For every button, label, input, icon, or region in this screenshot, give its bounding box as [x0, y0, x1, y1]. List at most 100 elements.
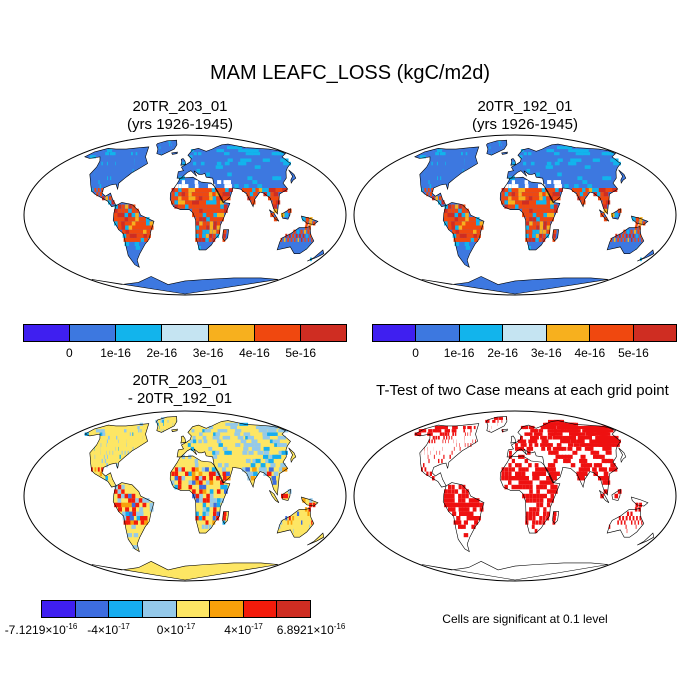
grid-cell [274, 196, 280, 201]
grid-cell [105, 196, 108, 201]
grid-cell [205, 192, 210, 197]
grid-cell [123, 520, 128, 525]
grid-cell [508, 184, 512, 189]
grid-cell [453, 446, 455, 451]
grid-cell [515, 196, 519, 201]
grid-cell [194, 463, 199, 468]
grid-cell [639, 516, 642, 521]
grid-cell [550, 493, 555, 499]
grid-cell [466, 516, 471, 521]
grid-cell [129, 229, 134, 234]
grid-cell [451, 212, 455, 218]
grid-cell [198, 237, 202, 242]
grid-cell [243, 446, 249, 451]
grid-cell [472, 221, 477, 226]
grid-cell [296, 511, 300, 516]
grid-cell [601, 476, 606, 481]
grid-cell [557, 184, 562, 189]
coastline-africa [499, 455, 561, 534]
grid-cell [280, 463, 286, 468]
grid-cell [550, 217, 554, 222]
grid-cell [610, 463, 616, 468]
grid-cell [473, 233, 478, 238]
grid-cell [215, 192, 220, 197]
grid-cell [268, 467, 274, 472]
grid-cell [203, 439, 208, 444]
grid-cell [139, 225, 144, 230]
grid-cell [538, 237, 542, 242]
grid-cell [548, 149, 554, 153]
grid-cell [451, 484, 455, 490]
grid-cell [454, 502, 459, 508]
grid-cell [143, 229, 147, 234]
grid-cell [504, 200, 508, 205]
grid-cell [566, 458, 571, 464]
grid-cell [562, 435, 568, 440]
coastline-sumatra [269, 209, 280, 222]
grid-cell [436, 161, 438, 166]
grid-cell [553, 484, 558, 490]
grid-cell [451, 217, 455, 222]
grid-cell [536, 511, 540, 516]
grid-cell [539, 212, 544, 218]
grid-cell [251, 446, 258, 451]
grid-cell [188, 484, 193, 490]
colorbar-tick-label: 5e-16 [618, 346, 649, 360]
land-iceland [501, 152, 508, 155]
grid-cell [452, 425, 456, 430]
grid-cell [122, 229, 127, 234]
grid-cell [194, 180, 199, 184]
grid-cell [500, 417, 502, 420]
grid-cell [547, 217, 551, 222]
grid-cell [603, 152, 614, 156]
grid-cell [543, 484, 547, 490]
grid-cell [125, 204, 129, 209]
grid-cell [426, 471, 429, 476]
grid-cell [472, 439, 474, 444]
grid-cell [198, 476, 203, 481]
colorbar-case2 [372, 324, 677, 342]
colorbar-swatch [254, 325, 301, 341]
grid-cell [463, 429, 466, 433]
grid-cell [242, 188, 247, 192]
grid-cell [111, 200, 115, 205]
grid-cell [539, 217, 544, 222]
grid-cell [546, 229, 550, 234]
grid-cell [568, 454, 573, 459]
grid-cell [424, 467, 427, 472]
grid-cell [536, 225, 540, 230]
grid-cell [637, 520, 640, 525]
grid-cell [437, 176, 438, 181]
grid-cell [428, 429, 433, 433]
grid-cell [442, 432, 445, 436]
grid-cell [511, 484, 515, 490]
grid-cell [118, 446, 119, 451]
grid-cell [195, 511, 199, 516]
grid-cell [138, 498, 143, 503]
grid-cell [467, 425, 470, 430]
grid-cell [555, 446, 561, 451]
grid-cell [181, 180, 185, 184]
grid-cell [518, 484, 523, 490]
grid-cell [125, 225, 130, 230]
grid-cell [119, 454, 121, 459]
grid-cell [290, 520, 293, 525]
grid-cell [518, 454, 522, 459]
grid-cell [125, 229, 130, 234]
grid-cell [523, 439, 527, 444]
grid-cell [202, 507, 206, 512]
grid-cell [515, 184, 519, 189]
grid-cell [472, 217, 476, 222]
grid-cell [216, 476, 220, 481]
grid-cell [222, 446, 228, 451]
grid-cell [244, 184, 249, 189]
grid-cell [547, 212, 551, 218]
grid-cell [99, 471, 102, 476]
grid-cell [157, 422, 159, 426]
grid-cell [255, 188, 260, 192]
grid-cell [570, 439, 577, 444]
grid-cell [528, 192, 533, 197]
grid-cell [598, 188, 604, 192]
grid-cell [202, 516, 206, 521]
grid-cell [546, 476, 550, 481]
